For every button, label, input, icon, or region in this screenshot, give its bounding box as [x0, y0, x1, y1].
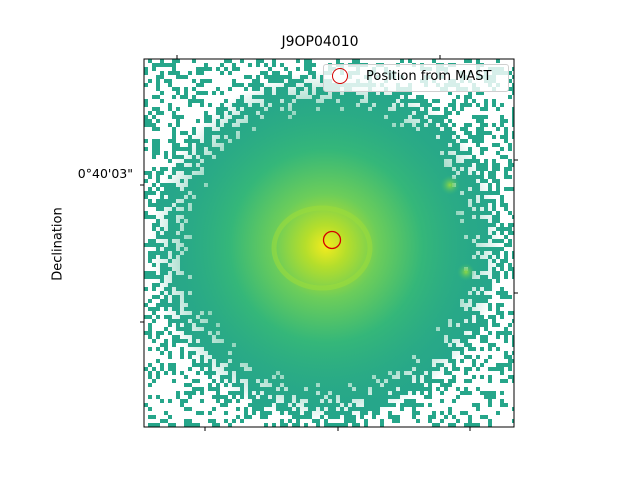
image-panel [144, 59, 514, 427]
chart-title: J9OP04010 [281, 34, 359, 50]
companion-source-2 [457, 263, 475, 281]
tick-marks [140, 55, 518, 431]
galaxy-ring [271, 205, 373, 291]
mast-position-marker [322, 230, 342, 250]
y-tick-label: 0°40'03" [77, 166, 133, 181]
legend: Position from MAST [323, 64, 509, 92]
legend-marker-icon [332, 68, 348, 84]
axes-frame [143, 58, 515, 428]
legend-label: Position from MAST [366, 69, 492, 84]
companion-source-1 [440, 175, 460, 195]
y-axis-label: Declination [50, 207, 66, 281]
